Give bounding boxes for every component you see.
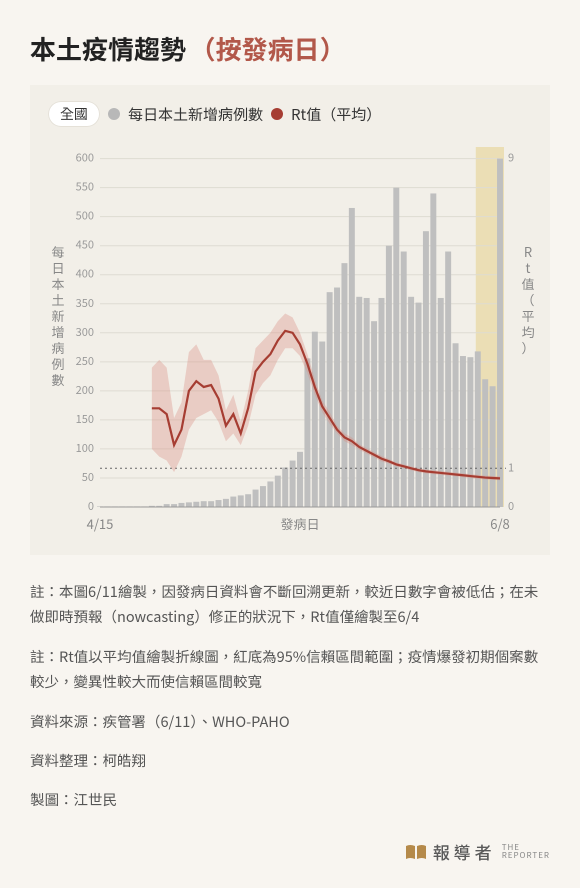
legend-bar-dot [108,108,120,120]
brand-book-icon [405,844,427,860]
legend-line-dot [271,108,283,120]
svg-text:500: 500 [76,208,94,224]
notes-block: 註：本圖6/11繪製，因發病日資料會不斷回溯更新，較近日數字會被低估；在未做即時… [30,579,550,813]
svg-text:6/8: 6/8 [490,514,510,533]
note-1: 註：本圖6/11繪製，因發病日資料會不斷回溯更新，較近日數字會被低估；在未做即時… [30,579,550,630]
svg-text:150: 150 [76,411,94,427]
brand-logo: 報導者 THE REPORTER [405,839,550,864]
svg-text:9: 9 [508,150,514,166]
svg-text:450: 450 [76,237,94,253]
title-sub: （按發病日） [190,30,346,67]
brand-cn: 報導者 [433,839,496,864]
brand-en: THE REPORTER [502,844,550,860]
svg-text:0: 0 [508,498,514,514]
chart-svg: 0 50 100 150 200 250 300 350 400 450 500 550 600 0 1 9 4… [40,137,540,547]
legend-bar-label: 每日本土新增病例數 [128,104,263,125]
chart-title: 本土疫情趨勢 （按發病日） [30,30,550,67]
note-5: 製圖：江世民 [30,787,550,812]
svg-text:4/15: 4/15 [87,514,114,533]
svg-text:250: 250 [76,353,94,369]
legend: 全國 每日本土新增病例數 Rt值（平均） [40,101,540,127]
svg-text:200: 200 [76,382,94,398]
svg-text:1: 1 [508,459,514,475]
svg-text:100: 100 [76,440,94,456]
svg-text:600: 600 [76,150,94,166]
title-main: 本土疫情趨勢 [30,30,186,67]
chart-panel: 全國 每日本土新增病例數 Rt值（平均） 0 50 100 150 200 250 300 3… [30,85,550,555]
note-2: 註：Rt值以平均值繪製折線圖，紅底為95%信賴區間範圍；疫情爆發初期個案數較少，… [30,644,550,695]
svg-text:400: 400 [76,266,94,282]
svg-text:550: 550 [76,179,94,195]
svg-text:300: 300 [76,324,94,340]
svg-text:350: 350 [76,295,94,311]
note-4: 資料整理：柯皓翔 [30,748,550,773]
svg-text:發病日: 發病日 [280,514,319,533]
legend-region-pill: 全國 [48,101,100,127]
svg-text:50: 50 [82,469,94,485]
legend-line-label: Rt值（平均） [291,104,381,125]
svg-text:0: 0 [88,498,94,514]
svg-text:）: ） [521,338,534,357]
svg-text:數: 數 [51,370,64,389]
note-3: 資料來源：疾管署（6/11）、WHO-PAHO [30,709,550,734]
